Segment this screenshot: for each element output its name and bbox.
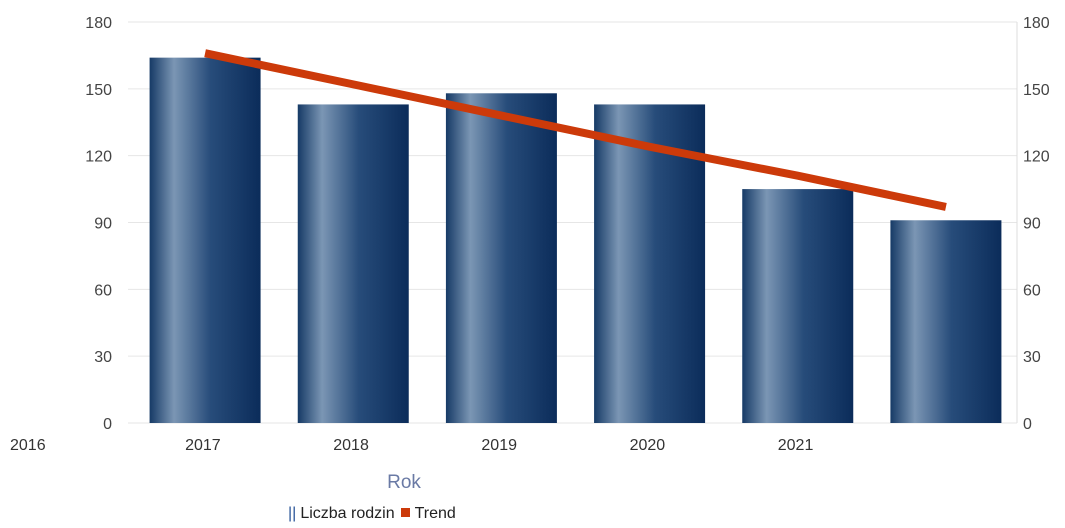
- y-tick-label-right: 60: [1023, 282, 1041, 299]
- left-y-axis: 0 30 60 90 120 150 180: [85, 15, 112, 433]
- bar: [890, 220, 1002, 423]
- y-tick-label-right: 120: [1023, 149, 1050, 166]
- y-tick-label-right: 90: [1023, 216, 1041, 233]
- legend-bar-marker: ||: [288, 505, 297, 522]
- y-tick-label-left: 120: [85, 149, 112, 166]
- bar: [445, 93, 557, 424]
- bar: [742, 189, 854, 423]
- x-tick-label: 2016: [10, 437, 46, 454]
- legend-trend-label: Trend: [414, 505, 456, 522]
- bars: [149, 57, 1002, 424]
- y-tick-label-left: 180: [85, 15, 112, 32]
- y-tick-label-right: 150: [1023, 82, 1050, 99]
- bar: [297, 104, 409, 423]
- x-tick-label: 2020: [630, 437, 666, 454]
- x-tick-label: 2018: [333, 437, 369, 454]
- x-tick-label: 2021: [778, 437, 814, 454]
- trend-line: [204, 49, 947, 211]
- y-tick-label-right: 180: [1023, 15, 1050, 32]
- y-tick-label-left: 30: [94, 349, 112, 366]
- gridlines: [128, 21, 1017, 424]
- legend-bar-label: Liczba rodzin: [300, 505, 395, 522]
- y-tick-label-left: 60: [94, 282, 112, 299]
- right-y-axis: 0 30 60 90 120 150 180: [1016, 15, 1050, 433]
- y-tick-label-left: 0: [103, 416, 112, 433]
- x-axis-title: Rok: [387, 472, 421, 493]
- x-axis: 2016 2017 2018 2019 2020 2021: [10, 437, 813, 454]
- legend-trend-swatch: [400, 508, 410, 517]
- x-tick-label: 2019: [481, 437, 517, 454]
- y-tick-label-left: 150: [85, 82, 112, 99]
- x-tick-label: 2017: [185, 437, 221, 454]
- y-tick-label-right: 30: [1023, 349, 1041, 366]
- y-tick-label-right: 0: [1023, 416, 1032, 433]
- trend-series-line: [204, 49, 947, 211]
- legend: || Liczba rodzin Trend: [288, 505, 456, 523]
- y-tick-label-left: 90: [94, 216, 112, 233]
- bar: [149, 57, 261, 424]
